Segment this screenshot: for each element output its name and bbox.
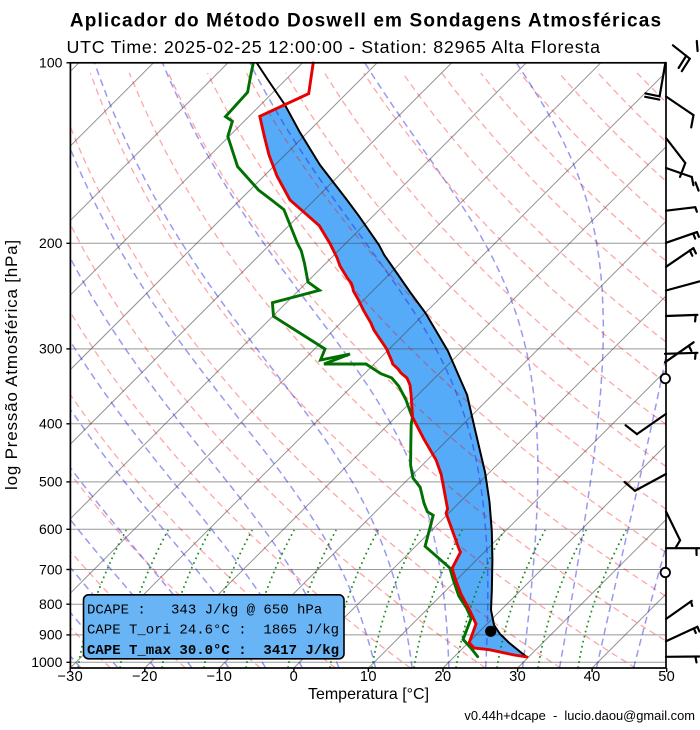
svg-text:50: 50	[658, 669, 675, 685]
svg-text:30: 30	[509, 669, 526, 685]
svg-text:800: 800	[39, 596, 63, 612]
svg-text:20: 20	[435, 669, 452, 685]
svg-text:UTC Time: 2025-02-25 12:00:00: UTC Time: 2025-02-25 12:00:00 - Station:…	[67, 37, 601, 57]
svg-text:10: 10	[360, 669, 377, 685]
svg-text:Aplicador do Método Doswell em: Aplicador do Método Doswell em Sondagens…	[70, 10, 662, 31]
svg-text:DCAPE : 343 J/kg @ 650 hPa: DCAPE : 343 J/kg @ 650 hPa	[87, 602, 322, 618]
svg-text:CAPE T_max 30.0°C : 3417 J/kg: CAPE T_max 30.0°C : 3417 J/kg	[87, 643, 339, 659]
svg-text:−10: −10	[206, 669, 232, 685]
svg-text:40: 40	[584, 669, 601, 685]
svg-text:log Pressão Atmosférica [hPa]: log Pressão Atmosférica [hPa]	[2, 239, 21, 490]
svg-text:400: 400	[39, 416, 63, 432]
svg-text:−30: −30	[57, 669, 83, 685]
svg-text:500: 500	[39, 474, 63, 490]
svg-text:Temperatura [°C]: Temperatura [°C]	[308, 686, 429, 703]
svg-text:700: 700	[39, 561, 63, 577]
svg-text:CAPE T_ori 24.6°C : 1865 J/kg: CAPE T_ori 24.6°C : 1865 J/kg	[87, 623, 339, 639]
svg-text:300: 300	[39, 341, 63, 357]
svg-text:100: 100	[39, 55, 63, 71]
svg-text:v0.44h+dcape - lucio.daou@gm: v0.44h+dcape - lucio.daou@gmail.com	[464, 708, 695, 723]
svg-text:1000: 1000	[31, 654, 62, 670]
svg-text:−20: −20	[132, 669, 158, 685]
svg-text:0: 0	[290, 669, 298, 685]
svg-text:200: 200	[39, 235, 63, 251]
svg-text:900: 900	[39, 627, 63, 643]
svg-text:600: 600	[39, 521, 63, 537]
